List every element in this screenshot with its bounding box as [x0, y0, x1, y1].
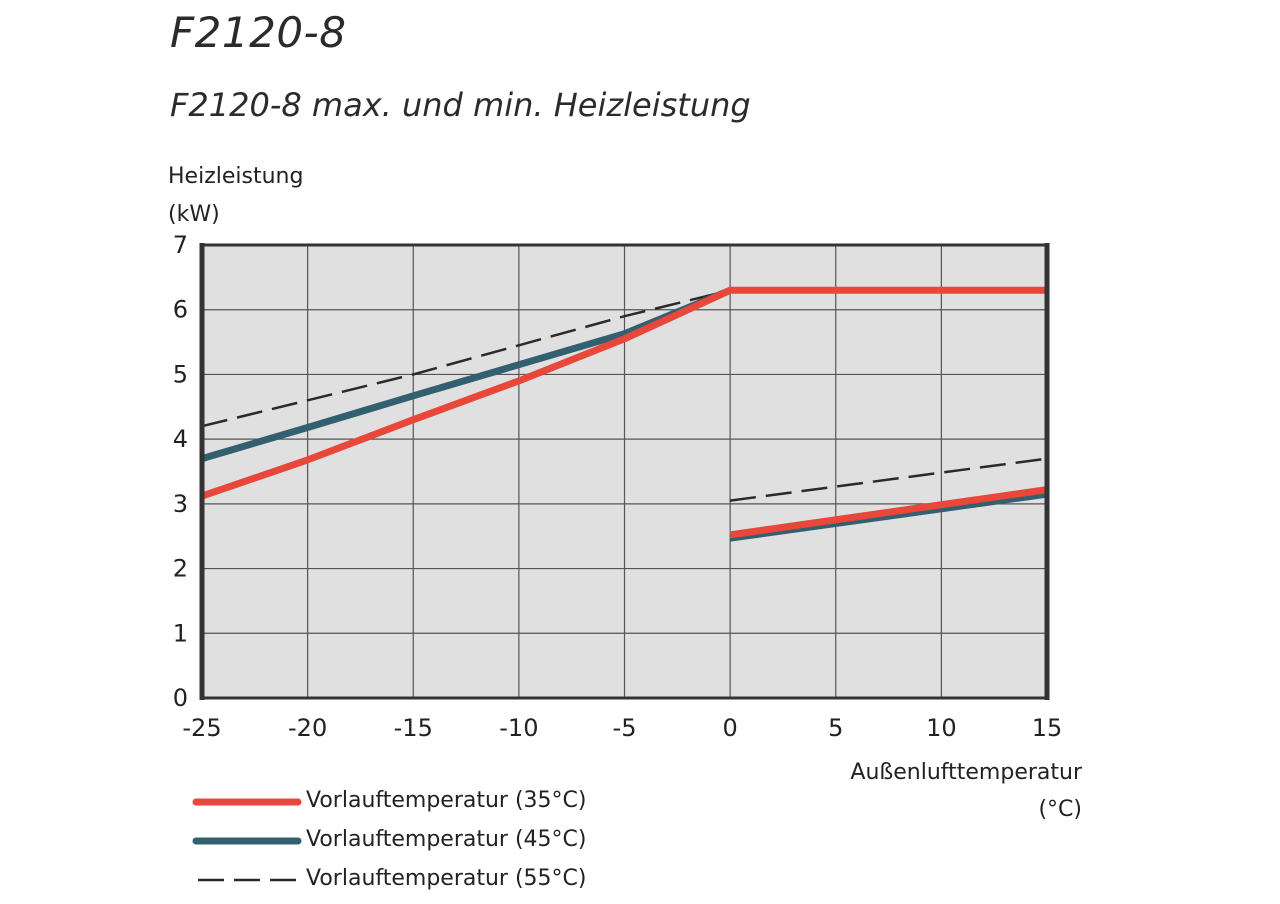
legend-label-55: Vorlauftemperatur (55°C): [306, 866, 587, 891]
series-line-45-max: [201, 287, 732, 462]
tick-labels: -25 -20 -15 -10 -5 0 5 10 15 0 1 2 3 4 5 6 7: [173, 231, 1063, 742]
series-line-35-min: [729, 486, 1048, 539]
y-tick-label: 5: [173, 360, 188, 388]
series-line-55-max: [201, 289, 731, 428]
series-lines: [200, 286, 1048, 542]
x-axis-label-line-1: Außenlufttemperatur: [850, 760, 1082, 785]
document-title: F2120-8: [170, 8, 347, 57]
legend-swatch-55: [198, 878, 296, 882]
y-tick-label: 4: [173, 425, 188, 453]
legend-swatch-45: [192, 837, 302, 845]
x-axis-label-line-2: (°C): [1038, 797, 1082, 822]
y-tick-label: 7: [173, 231, 188, 259]
chart-title: F2120-8 max. und min. Heizleistung: [170, 86, 751, 124]
legend-label-35: Vorlauftemperatur (35°C): [306, 788, 587, 813]
legend-label-45: Vorlauftemperatur (45°C): [306, 827, 587, 852]
x-tick-label: 0: [722, 714, 737, 742]
y-tick-label: 3: [173, 490, 188, 518]
series-line-35-max: [200, 286, 1047, 500]
legend-item-35: Vorlauftemperatur (35°C): [192, 784, 652, 824]
y-axis-label-line-2: (kW): [168, 202, 220, 227]
x-tick-label: 10: [926, 714, 957, 742]
axes: [199, 243, 1050, 700]
x-tick-label: -25: [182, 714, 221, 742]
y-tick-label: 0: [173, 684, 188, 712]
y-axis-label: Heizleistung (kW): [168, 158, 303, 234]
x-tick-label: -20: [288, 714, 327, 742]
x-tick-label: -15: [394, 714, 433, 742]
x-tick-label: 5: [828, 714, 843, 742]
y-axis-label-line-1: Heizleistung: [168, 164, 304, 189]
x-tick-label: -5: [613, 714, 637, 742]
x-tick-label: -10: [499, 714, 538, 742]
x-tick-label: 15: [1032, 714, 1063, 742]
series-line-55-min: [729, 457, 1048, 502]
legend-item-55: Vorlauftemperatur (55°C): [192, 862, 652, 902]
y-tick-label: 2: [173, 555, 188, 583]
legend-swatch-35: [192, 798, 302, 806]
legend-item-45: Vorlauftemperatur (45°C): [192, 823, 652, 863]
x-axis-label: Außenlufttemperatur (°C): [800, 754, 1082, 828]
y-tick-label: 6: [173, 296, 188, 324]
y-tick-label: 1: [173, 619, 188, 647]
